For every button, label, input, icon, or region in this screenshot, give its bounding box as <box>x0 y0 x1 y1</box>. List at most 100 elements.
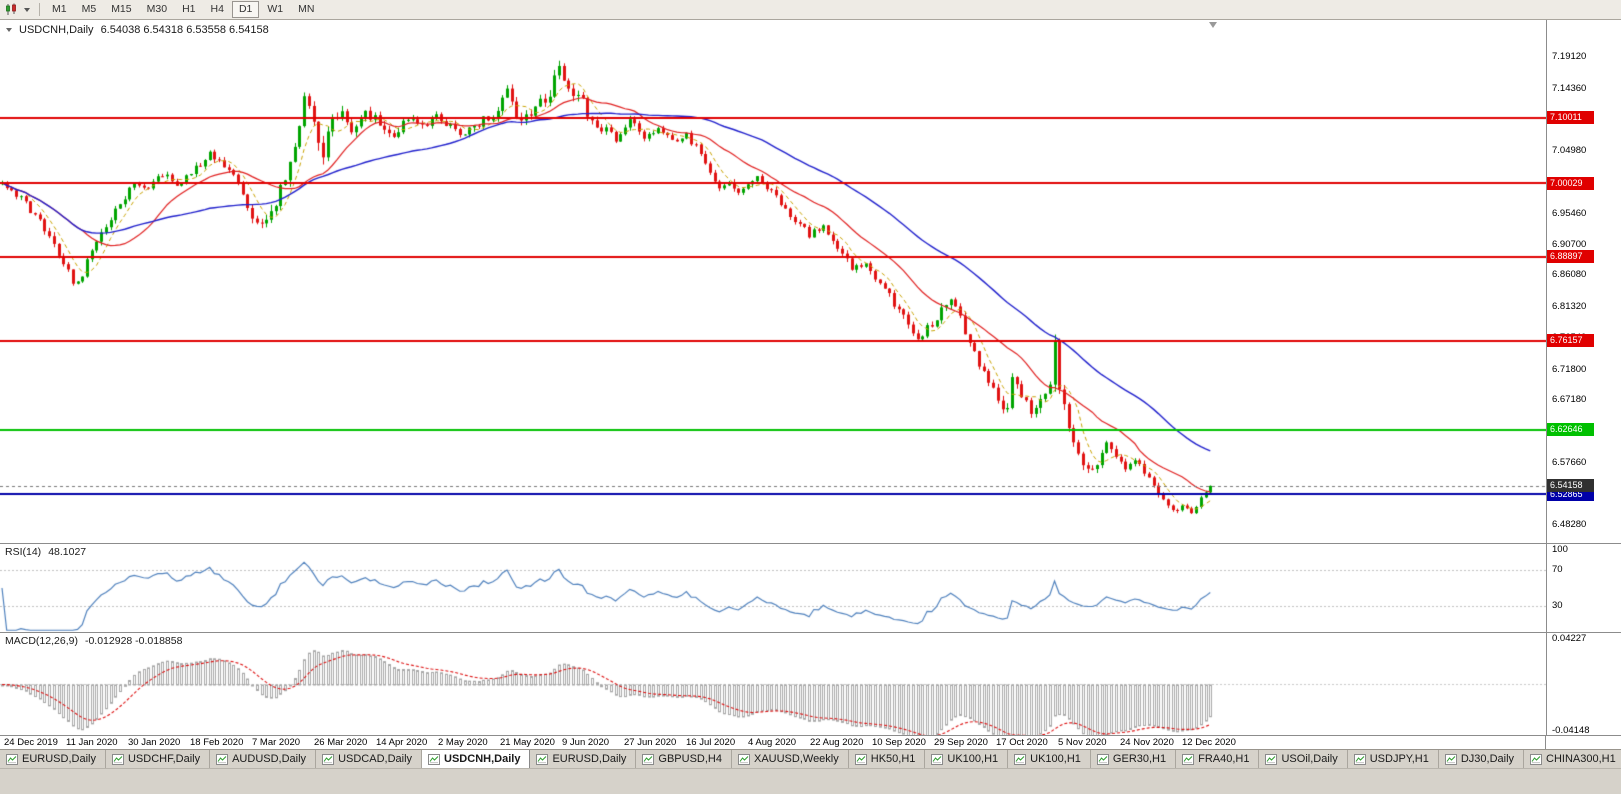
price-axis-label: 6.90700 <box>1552 238 1587 250</box>
status-bar <box>0 768 1621 794</box>
time-axis-label: 4 Aug 2020 <box>748 737 797 748</box>
timeframe-toolbar: M1 M5 M15 M30 H1 H4 D1 W1 MN <box>0 0 1621 20</box>
mini-chart-icon <box>536 753 549 765</box>
time-axis-label: 5 Nov 2020 <box>1058 737 1107 748</box>
support-line-badge: 6.62646 <box>1547 423 1594 437</box>
mini-chart-icon <box>854 753 867 765</box>
macd-axis-label: -0.04148 <box>1552 725 1590 736</box>
chart-tab-usdcad-daily[interactable]: USDCAD,Daily <box>316 750 423 768</box>
rsi-chart-canvas[interactable] <box>0 544 1546 632</box>
price-axis-label: 6.48280 <box>1552 518 1587 530</box>
time-axis-label: 22 Aug 2020 <box>810 737 864 748</box>
mini-chart-icon <box>1014 753 1027 765</box>
resistance-line-badge: 6.76157 <box>1547 334 1594 348</box>
chart-tab-gbpusd-h4[interactable]: GBPUSD,H4 <box>636 750 732 768</box>
mini-chart-icon <box>1353 753 1366 765</box>
current-price-badge: 6.54158 <box>1547 479 1594 493</box>
chart-tab-usdjpy-h1[interactable]: USDJPY,H1 <box>1348 750 1439 768</box>
chart-tab-usoil-daily[interactable]: USOil,Daily <box>1259 750 1348 768</box>
chart-tab-label: AUDUSD,Daily <box>232 753 307 765</box>
rsi-axis-label: 30 <box>1552 599 1563 611</box>
time-axis-label: 10 Sep 2020 <box>872 737 926 748</box>
chart-tab-uk100-h1[interactable]: UK100,H1 <box>925 750 1009 768</box>
time-axis[interactable]: 24 Dec 2019 11 Jan 2020 30 Jan 2020 18 Feb … <box>0 735 1621 749</box>
chart-tab-label: USDCNH,Daily <box>444 753 521 765</box>
price-axis[interactable]: 7.191207.143607.098007.049807.001606.954… <box>1546 20 1621 543</box>
chart-type-icon[interactable] <box>3 3 20 17</box>
rsi-indicator-panel: RSI(14) 48.1027 100 70 30 <box>0 543 1621 632</box>
chart-tab-uk100-h1[interactable]: UK100,H1 <box>1008 750 1091 768</box>
chart-tab-hk50-h1[interactable]: HK50,H1 <box>849 750 926 768</box>
time-axis-label: 29 Sep 2020 <box>934 737 988 748</box>
resistance-line-badge: 6.88897 <box>1547 250 1594 264</box>
rsi-label-overlay: RSI(14) 48.1027 <box>5 546 86 558</box>
time-axis-label: 11 Jan 2020 <box>66 737 118 748</box>
time-axis-label: 16 Jul 2020 <box>686 737 736 748</box>
price-axis-label: 6.86080 <box>1552 269 1587 281</box>
chart-tab-label: USDCAD,Daily <box>338 753 413 765</box>
time-axis-label: 26 Mar 2020 <box>314 737 368 748</box>
chart-tab-dj30-daily[interactable]: DJ30,Daily <box>1439 750 1525 768</box>
time-axis-label: 18 Feb 2020 <box>190 737 244 748</box>
toolbar-separator <box>39 3 40 16</box>
chart-tab-label: GBPUSD,H4 <box>658 753 722 765</box>
time-axis-label: 2 May 2020 <box>438 737 488 748</box>
rsi-current-value: 48.1027 <box>48 546 87 558</box>
timeframe-button-h4[interactable]: H4 <box>204 1 231 18</box>
time-axis-label: 21 May 2020 <box>500 737 555 748</box>
price-axis-label: 6.95460 <box>1552 207 1587 219</box>
price-chart-canvas[interactable] <box>0 20 1546 543</box>
chart-tab-label: UK100,H1 <box>947 753 999 765</box>
chart-tab-eurusd-daily[interactable]: EURUSD,Daily <box>530 750 637 768</box>
mini-chart-icon <box>216 753 229 765</box>
macd-indicator-name: MACD(12,26,9) <box>5 635 78 647</box>
chart-tab-fra40-h1[interactable]: FRA40,H1 <box>1176 750 1260 768</box>
chart-tab-china300-h1[interactable]: CHINA300,H1 <box>1524 750 1621 768</box>
mini-chart-icon <box>931 753 944 765</box>
chart-tab-label: EURUSD,Daily <box>552 753 627 765</box>
chart-shift-marker[interactable] <box>1209 22 1217 28</box>
mini-chart-icon <box>1265 753 1278 765</box>
timeframe-button-mn[interactable]: MN <box>291 1 321 18</box>
chart-tab-label: GER30,H1 <box>1112 753 1167 765</box>
timeframe-button-m15[interactable]: M15 <box>104 1 138 18</box>
macd-chart-canvas[interactable] <box>0 633 1546 735</box>
macd-label-overlay: MACD(12,26,9) -0.012928 -0.018858 <box>5 635 182 647</box>
chart-tab-ger30-h1[interactable]: GER30,H1 <box>1091 750 1177 768</box>
timeframe-button-h1[interactable]: H1 <box>175 1 202 18</box>
chart-tab-label: XAUUSD,Weekly <box>753 753 839 765</box>
time-axis-label: 14 Apr 2020 <box>376 737 428 748</box>
rsi-axis[interactable]: 100 70 30 <box>1546 544 1621 632</box>
mini-chart-icon <box>1182 753 1195 765</box>
rsi-axis-label: 100 <box>1552 544 1568 555</box>
axis-divider <box>1545 736 1546 749</box>
chart-tab-usdcnh-daily[interactable]: USDCNH,Daily <box>422 750 531 768</box>
main-chart-panel: USDCNH,Daily 6.54038 6.54318 6.53558 6.5… <box>0 20 1621 543</box>
chart-tab-usdchf-daily[interactable]: USDCHF,Daily <box>106 750 211 768</box>
macd-current-values: -0.012928 -0.018858 <box>84 635 183 647</box>
chart-tab-label: USDCHF,Daily <box>127 753 201 765</box>
chart-tab-eurusd-daily[interactable]: EURUSD,Daily <box>0 750 106 768</box>
chevron-down-icon[interactable] <box>24 7 30 12</box>
resistance-line-badge: 7.10011 <box>1547 111 1594 125</box>
price-axis-label: 6.81320 <box>1552 300 1587 312</box>
chart-tab-xauusd-weekly[interactable]: XAUUSD,Weekly <box>732 750 849 768</box>
macd-indicator-panel: MACD(12,26,9) -0.012928 -0.018858 0.04227… <box>0 632 1621 735</box>
macd-axis-label: 0.04227 <box>1552 633 1587 644</box>
timeframe-button-d1[interactable]: D1 <box>231 1 260 18</box>
mini-chart-icon <box>737 753 750 765</box>
chart-tab-label: USDJPY,H1 <box>1369 753 1429 765</box>
rsi-indicator-name: RSI(14) <box>5 546 42 558</box>
chart-tab-label: DJ30,Daily <box>1460 753 1515 765</box>
timeframe-button-w1[interactable]: W1 <box>260 1 290 18</box>
one-click-trading-arrow-icon[interactable] <box>6 28 12 32</box>
macd-axis[interactable]: 0.04227 -0.04148 <box>1546 633 1621 735</box>
chart-tab-label: FRA40,H1 <box>1198 753 1250 765</box>
mini-chart-icon <box>6 753 18 765</box>
timeframe-button-m5[interactable]: M5 <box>75 1 104 18</box>
timeframe-button-m1[interactable]: M1 <box>45 1 74 18</box>
timeframe-button-m30[interactable]: M30 <box>140 1 174 18</box>
time-axis-label: 27 Jun 2020 <box>624 737 677 748</box>
chart-tab-audusd-daily[interactable]: AUDUSD,Daily <box>210 750 317 768</box>
